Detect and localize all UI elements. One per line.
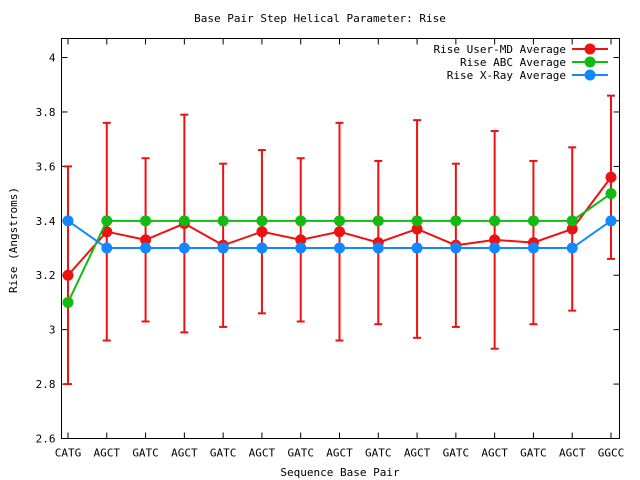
legend-marker xyxy=(584,43,596,55)
y-axis: 2.6 2.8 3 3.2 3.4 3.6 3.8 4 xyxy=(36,52,620,446)
series-lines xyxy=(62,171,617,308)
x-tick-label: AGCT xyxy=(559,447,586,460)
data-point xyxy=(334,226,345,238)
data-point xyxy=(605,188,617,200)
data-point xyxy=(411,242,423,254)
data-point xyxy=(217,215,229,227)
y-tick-label: 3.8 xyxy=(36,106,56,119)
data-point xyxy=(334,215,345,227)
x-tick-label: GATC xyxy=(365,447,392,460)
data-point xyxy=(256,226,268,238)
y-tick-label: 3 xyxy=(49,324,56,337)
x-tick-label: AGCT xyxy=(94,447,121,460)
data-point xyxy=(411,223,423,235)
data-point xyxy=(489,242,501,254)
data-point xyxy=(217,242,229,254)
data-point xyxy=(566,242,578,254)
legend-label: Rise User-MD Average xyxy=(434,43,566,56)
data-point xyxy=(256,215,268,227)
x-axis: CATG AGCT GATC AGCT GATC AGCT GATC AGCT GATC AGCT… xyxy=(55,38,625,460)
data-point xyxy=(178,215,190,227)
legend-label: Rise X-Ray Average xyxy=(447,69,566,82)
data-point xyxy=(450,242,462,254)
y-tick-label: 3.4 xyxy=(36,215,56,228)
data-point xyxy=(140,242,152,254)
x-tick-label: CATG xyxy=(55,447,82,460)
y-tick-label: 4 xyxy=(49,52,56,65)
x-axis-label: Sequence Base Pair xyxy=(280,466,400,479)
data-point xyxy=(489,234,501,246)
y-tick-label: 2.6 xyxy=(36,433,56,446)
y-axis-label: Rise (Angstroms) xyxy=(7,187,20,293)
data-point xyxy=(334,242,345,254)
x-tick-label: GATC xyxy=(520,447,547,460)
data-point xyxy=(101,215,113,227)
x-tick-label: GGCC xyxy=(598,447,625,460)
x-tick-label: AGCT xyxy=(171,447,198,460)
data-point xyxy=(372,242,384,254)
data-point xyxy=(605,171,617,183)
legend-marker xyxy=(584,69,596,81)
legend-marker xyxy=(584,56,596,68)
data-point xyxy=(295,215,307,227)
y-tick-label: 3.2 xyxy=(36,269,56,282)
data-point xyxy=(605,215,617,227)
x-tick-label: AGCT xyxy=(249,447,276,460)
data-point xyxy=(101,242,113,254)
data-point xyxy=(566,215,578,227)
data-point xyxy=(295,234,307,246)
data-point xyxy=(62,296,74,308)
data-point xyxy=(489,215,501,227)
data-point xyxy=(450,215,462,227)
x-tick-label: AGCT xyxy=(404,447,431,460)
chart-title: Base Pair Step Helical Parameter: Rise xyxy=(194,12,446,25)
x-tick-label: GATC xyxy=(287,447,314,460)
data-point xyxy=(101,226,113,238)
data-point xyxy=(527,215,539,227)
legend-label: Rise ABC Average xyxy=(460,56,566,69)
y-tick-label: 2.8 xyxy=(36,378,56,391)
data-point xyxy=(140,215,152,227)
data-point xyxy=(411,215,423,227)
x-tick-label: AGCT xyxy=(481,447,508,460)
plot-frame xyxy=(61,38,620,439)
data-point xyxy=(527,242,539,254)
data-point xyxy=(178,242,190,254)
data-point xyxy=(372,215,384,227)
y-tick-label: 3.6 xyxy=(36,160,56,173)
x-tick-label: GATC xyxy=(132,447,159,460)
data-point xyxy=(256,242,268,254)
data-point xyxy=(62,269,74,281)
data-point xyxy=(295,242,307,254)
x-tick-label: AGCT xyxy=(326,447,353,460)
data-point xyxy=(140,234,152,246)
data-point xyxy=(566,223,578,235)
x-tick-label: GATC xyxy=(210,447,237,460)
x-tick-label: GATC xyxy=(443,447,470,460)
data-point xyxy=(62,215,74,227)
